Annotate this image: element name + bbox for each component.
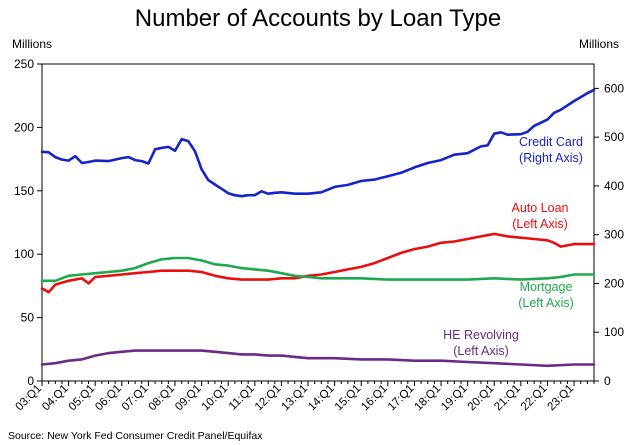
x-tick-label: 23:Q1: [546, 383, 577, 414]
series-line-credit-card: [40, 88, 596, 198]
x-tick-label: 04:Q1: [40, 383, 71, 414]
left-tick-label: 50: [21, 311, 35, 325]
x-tick-label: 16:Q1: [359, 383, 390, 414]
x-tick-label: 21:Q1: [492, 383, 523, 414]
right-tick-label: 400: [604, 179, 624, 193]
left-tick-label: 100: [14, 247, 34, 261]
left-tick-label: 150: [14, 184, 34, 198]
series-line-auto-loan: [40, 232, 596, 294]
source-note: Source: New York Fed Consumer Credit Pan…: [8, 430, 263, 442]
left-tick-label: 250: [14, 57, 34, 71]
left-axis-unit-label: Millions: [12, 37, 52, 51]
x-tick-label: 13:Q1: [280, 383, 311, 414]
x-tick-label: 12:Q1: [253, 383, 284, 414]
series-label-credit-card: Credit Card (Right Axis): [519, 135, 583, 165]
left-tick-label: 0: [27, 374, 34, 388]
x-tick-label: 11:Q1: [227, 383, 257, 413]
plot-area: [41, 63, 595, 382]
series-labels: Credit Card (Right Axis) Auto Loan (Left Ax…: [443, 135, 583, 358]
right-tick-label: 200: [604, 276, 624, 290]
x-tick-label: 10:Q1: [200, 383, 231, 414]
x-tick-label: 19:Q1: [439, 383, 470, 414]
series-lines: [40, 88, 596, 368]
x-tick-label: 22:Q1: [519, 383, 550, 414]
left-axis: 0 50 100 150 200 250: [14, 57, 42, 388]
series-line-he-revolving: [40, 349, 596, 368]
x-tick-label: 09:Q1: [173, 383, 204, 414]
x-axis: 03:Q104:Q105:Q106:Q107:Q108:Q109:Q110:Q1…: [13, 381, 595, 414]
right-axis-unit-label: Millions: [579, 37, 619, 51]
series-label-he-revolving: HE Revolving (Left Axis): [443, 328, 519, 358]
right-axis: 0 100 200 300 400 500 600: [594, 81, 624, 388]
right-tick-label: 0: [604, 374, 611, 388]
series-label-mortgage: Mortgage (Left Axis): [518, 280, 574, 310]
x-tick-label: 05:Q1: [67, 383, 98, 414]
chart-title: Number of Accounts by Loan Type: [135, 5, 501, 32]
x-tick-label: 08:Q1: [146, 383, 177, 414]
x-tick-label: 14:Q1: [306, 383, 337, 414]
x-tick-label: 06:Q1: [93, 383, 124, 414]
right-tick-label: 600: [604, 81, 624, 95]
right-tick-label: 100: [604, 325, 624, 339]
left-tick-label: 200: [14, 120, 34, 134]
x-tick-label: 15:Q1: [333, 383, 364, 414]
series-line-mortgage: [40, 256, 596, 283]
right-tick-label: 300: [604, 228, 624, 242]
x-tick-label: 18:Q1: [413, 383, 444, 414]
x-tick-label: 07:Q1: [120, 383, 151, 414]
x-tick-label: 20:Q1: [466, 383, 497, 414]
series-label-auto-loan: Auto Loan (Left Axis): [512, 201, 569, 231]
right-tick-label: 500: [604, 130, 624, 144]
x-tick-label: 17:Q1: [386, 383, 417, 414]
